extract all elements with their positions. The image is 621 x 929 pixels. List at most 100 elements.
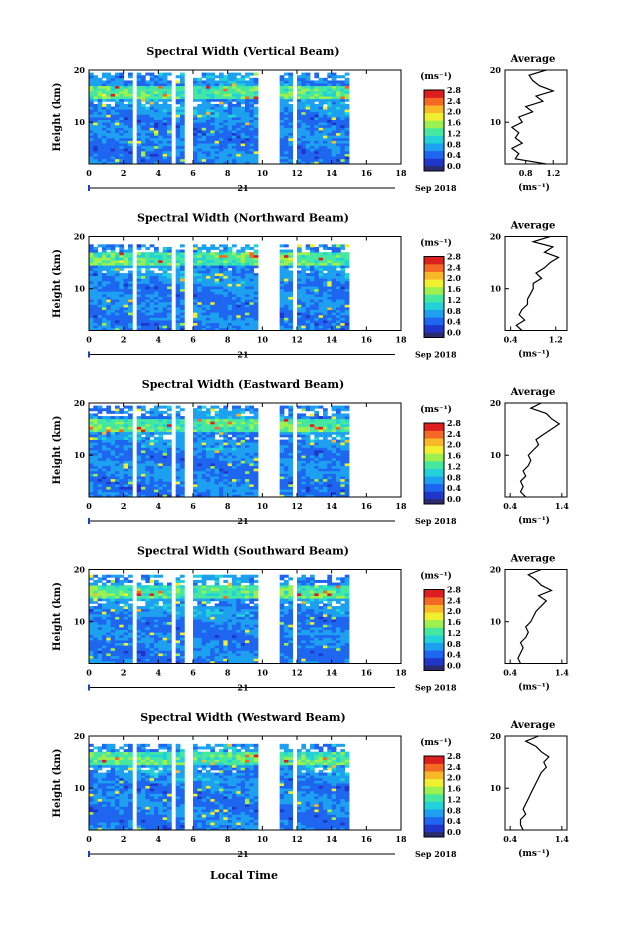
heatmap-cell (197, 257, 203, 261)
heatmap-cell (236, 444, 242, 448)
heatmap-cell (227, 299, 233, 303)
heatmap-cell (301, 98, 307, 102)
heatmap-cell (314, 416, 320, 420)
heatmap-cell (240, 117, 246, 121)
heatmap-cell (214, 103, 220, 107)
heatmap-cell (136, 304, 142, 308)
heatmap-cell (136, 286, 142, 290)
heatmap-cell (106, 450, 112, 454)
heatmap-cell (106, 150, 112, 154)
heatmap-cell (102, 325, 107, 329)
heatmap-cell (154, 481, 159, 485)
heatmap-cell (219, 117, 224, 121)
heatmap-cell (210, 468, 216, 472)
heatmap-cell (253, 143, 259, 147)
heatmap-cell (245, 278, 250, 282)
heatmap-cell (167, 439, 172, 443)
heatmap-cell (145, 145, 151, 149)
heatmap-cell (327, 473, 333, 477)
heatmap-cell (110, 322, 116, 326)
heatmap-cell (110, 317, 116, 321)
colorbar-segment (424, 135, 444, 144)
date-day: 21 (237, 350, 248, 360)
heatmap-cell (245, 158, 250, 162)
heatmap-cell (323, 111, 328, 115)
heatmap-cell (162, 145, 168, 149)
heatmap-cell (344, 103, 350, 107)
heatmap-cell (284, 85, 289, 89)
heatmap-cell (249, 148, 255, 152)
heatmap-cell (318, 77, 324, 81)
heatmap-cell (193, 254, 198, 258)
heatmap-cell (110, 257, 116, 261)
heatmap-cell (305, 431, 311, 435)
heatmap-cell (154, 273, 159, 277)
heatmap-cell (331, 327, 337, 331)
heatmap-cell (97, 486, 103, 490)
heatmap-cell (193, 267, 198, 271)
heatmap-cell (154, 408, 159, 412)
heatmap-cell (102, 452, 107, 456)
heatmap-cell (223, 405, 229, 409)
heatmap-cell (284, 434, 289, 438)
heatmap-cell (167, 124, 172, 128)
heatmap-cell (253, 254, 259, 258)
heatmap-cell (301, 416, 307, 420)
heatmap-cell (327, 301, 333, 305)
heatmap-cell (93, 426, 99, 430)
heatmap-cell (162, 418, 168, 422)
heatmap-cell (240, 140, 246, 144)
heatmap-cell (123, 262, 129, 266)
heatmap-cell (301, 260, 307, 264)
heatmap-cell (279, 278, 285, 282)
heatmap-cell (340, 262, 346, 266)
heatmap-cell (305, 257, 311, 261)
heatmap-cell (93, 109, 99, 113)
heatmap-cell (93, 156, 99, 160)
heatmap-cell (115, 161, 120, 165)
heatmap-cell (318, 470, 324, 474)
heatmap-cell (180, 267, 185, 271)
heatmap-cell (180, 468, 185, 472)
heatmap-cell (136, 405, 142, 409)
heatmap-cell (318, 291, 324, 295)
heatmap-cell (145, 317, 151, 321)
heatmap-cell (297, 405, 302, 409)
heatmap-cell (145, 463, 151, 467)
heatmap-cell (227, 257, 233, 261)
heatmap-cell (145, 83, 151, 87)
heatmap-cell (236, 135, 242, 139)
heatmap-cell (314, 489, 320, 493)
heatmap-cell (193, 111, 198, 115)
heatmap-cell (344, 262, 350, 266)
heatmap-cell (245, 465, 250, 469)
heatmap-cell (223, 429, 229, 433)
heatmap-cell (214, 416, 220, 420)
heatmap-cell (197, 140, 203, 144)
heatmap-cell (305, 98, 311, 102)
heatmap-cell (240, 161, 246, 165)
heatmap-cell (154, 252, 159, 256)
heatmap-cell (344, 77, 350, 81)
heatmap-cell (175, 288, 181, 292)
heatmap-cell (175, 442, 181, 446)
heatmap-cell (89, 130, 94, 134)
heatmap-cell (175, 460, 181, 464)
heatmap-cell (141, 442, 146, 446)
heatmap-cell (201, 455, 207, 459)
heatmap-cell (318, 270, 324, 274)
heatmap-cell (331, 283, 337, 287)
heatmap-cell (318, 80, 324, 84)
heatmap-cell (193, 77, 198, 81)
heatmap-cell (323, 418, 328, 422)
heatmap-cell (106, 119, 112, 123)
heatmap-cell (206, 270, 211, 274)
heatmap-cell (141, 309, 146, 313)
heatmap-cell (301, 483, 307, 487)
heatmap-cell (123, 301, 129, 305)
heatmap-cell (89, 106, 94, 110)
heatmap-cell (162, 431, 168, 435)
heatmap-cell (206, 317, 211, 321)
heatmap-cell (206, 257, 211, 261)
heatmap-cell (136, 140, 142, 144)
